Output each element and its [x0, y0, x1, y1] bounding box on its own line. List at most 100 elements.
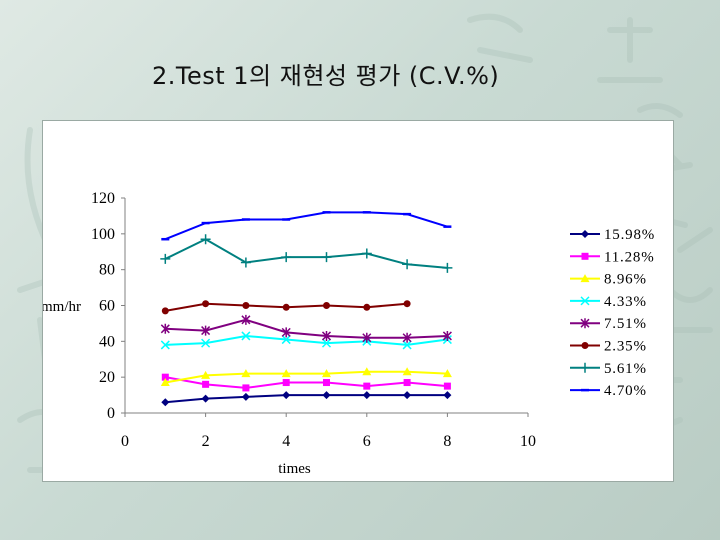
series-2: [160, 367, 452, 387]
data-point: [402, 340, 412, 350]
data-point: [323, 302, 330, 309]
data-point: [403, 379, 411, 387]
data-point: [363, 303, 371, 311]
legend-label: 4.70%: [604, 383, 647, 399]
data-point: [361, 248, 372, 259]
data-point: [200, 234, 211, 245]
y-tick-label: 80: [99, 262, 115, 279]
data-point: [402, 367, 412, 376]
x-axis-title: times: [278, 461, 311, 477]
x-tick-label: 0: [121, 433, 129, 450]
data-point: [161, 307, 169, 315]
legend-label: 11.28%: [604, 249, 655, 265]
x-tick-label: 2: [202, 433, 210, 450]
legend-marker: [581, 342, 589, 349]
data-point: [322, 369, 331, 378]
series-line: [164, 238, 448, 269]
data-point: [201, 338, 211, 348]
data-point: [241, 369, 251, 378]
x-tick-label: 10: [520, 433, 536, 450]
legend-marker: [580, 318, 590, 329]
legend-marker: [580, 274, 590, 283]
legend-marker: [580, 362, 590, 373]
legend-label: 4.33%: [604, 294, 647, 310]
data-point: [321, 252, 332, 263]
legend-marker: [581, 252, 589, 260]
data-point: [362, 367, 372, 376]
data-point: [202, 300, 210, 308]
data-point: [322, 391, 331, 400]
data-point: [323, 379, 330, 387]
data-point: [403, 391, 412, 400]
data-point: [443, 382, 451, 390]
legend-marker: [581, 230, 589, 238]
data-point: [281, 369, 291, 378]
x-tick-label: 4: [282, 433, 290, 450]
data-point: [321, 330, 332, 341]
data-point: [160, 340, 170, 350]
series-line: [165, 318, 448, 339]
data-point: [202, 380, 210, 388]
legend-label: 5.61%: [604, 361, 647, 377]
series-line: [164, 211, 448, 241]
line-chart: 0 20 40 60 80 100 120 0 2 4 6 8 10 times mm/hr 15.98% 11…: [43, 190, 655, 477]
data-point: [201, 394, 210, 403]
series-1: [161, 373, 451, 392]
data-point: [241, 392, 250, 401]
data-point: [443, 391, 452, 400]
data-point: [403, 300, 411, 308]
data-point: [242, 384, 250, 392]
data-point: [281, 252, 292, 263]
series-6: [160, 234, 453, 273]
data-point: [201, 325, 211, 336]
legend-label: 7.51%: [604, 316, 647, 332]
legend-label: 15.98%: [604, 227, 655, 243]
slide-title: 2.Test 1의 재현성 평가 (C.V.%): [152, 62, 500, 90]
y-tick-label: 60: [99, 298, 115, 315]
chart-panel: 0 20 40 60 80 100 120 0 2 4 6 8 10 times mm/hr 15.98% 11…: [42, 120, 674, 482]
series-0: [161, 391, 452, 407]
series-7: [161, 211, 452, 241]
data-point: [402, 332, 412, 343]
data-point: [282, 303, 290, 311]
legend-label: 8.96%: [604, 272, 647, 288]
legend: 15.98% 11.28% 8.96% 4.33% 7.51% 2.35% 5.61% 4.7…: [570, 227, 655, 399]
data-point: [240, 257, 251, 268]
data-point: [362, 332, 372, 343]
data-point: [282, 379, 290, 387]
y-tick-label: 0: [107, 405, 115, 422]
data-point: [442, 330, 452, 341]
x-tick-label: 6: [363, 433, 371, 450]
data-point: [402, 259, 413, 270]
data-point: [161, 398, 170, 407]
data-point: [160, 253, 171, 264]
data-point: [362, 391, 371, 400]
data-point: [442, 369, 452, 378]
data-point: [201, 370, 211, 379]
x-tick-label: 8: [443, 433, 451, 450]
data-point: [282, 391, 291, 400]
data-point: [160, 378, 170, 387]
data-point: [241, 331, 251, 341]
data-point: [321, 338, 332, 348]
data-point: [161, 373, 169, 381]
legend-label: 2.35%: [604, 339, 647, 355]
legend-marker: [580, 296, 590, 306]
y-axis-title: mm/hr: [43, 299, 81, 315]
y-tick-label: 120: [91, 190, 115, 207]
series-5: [161, 300, 411, 315]
y-tick-label: 40: [99, 333, 115, 350]
data-point: [363, 382, 371, 390]
series-3: [160, 331, 452, 350]
data-point: [281, 335, 291, 345]
data-point: [281, 327, 291, 338]
series-line: [165, 370, 448, 384]
data-point: [242, 302, 250, 309]
y-tick-label: 20: [99, 369, 115, 386]
data-point: [160, 323, 170, 334]
data-point: [442, 262, 453, 273]
series-line: [165, 376, 448, 389]
data-point: [241, 314, 251, 325]
series-line: [165, 334, 448, 346]
y-tick-label: 100: [91, 226, 115, 243]
